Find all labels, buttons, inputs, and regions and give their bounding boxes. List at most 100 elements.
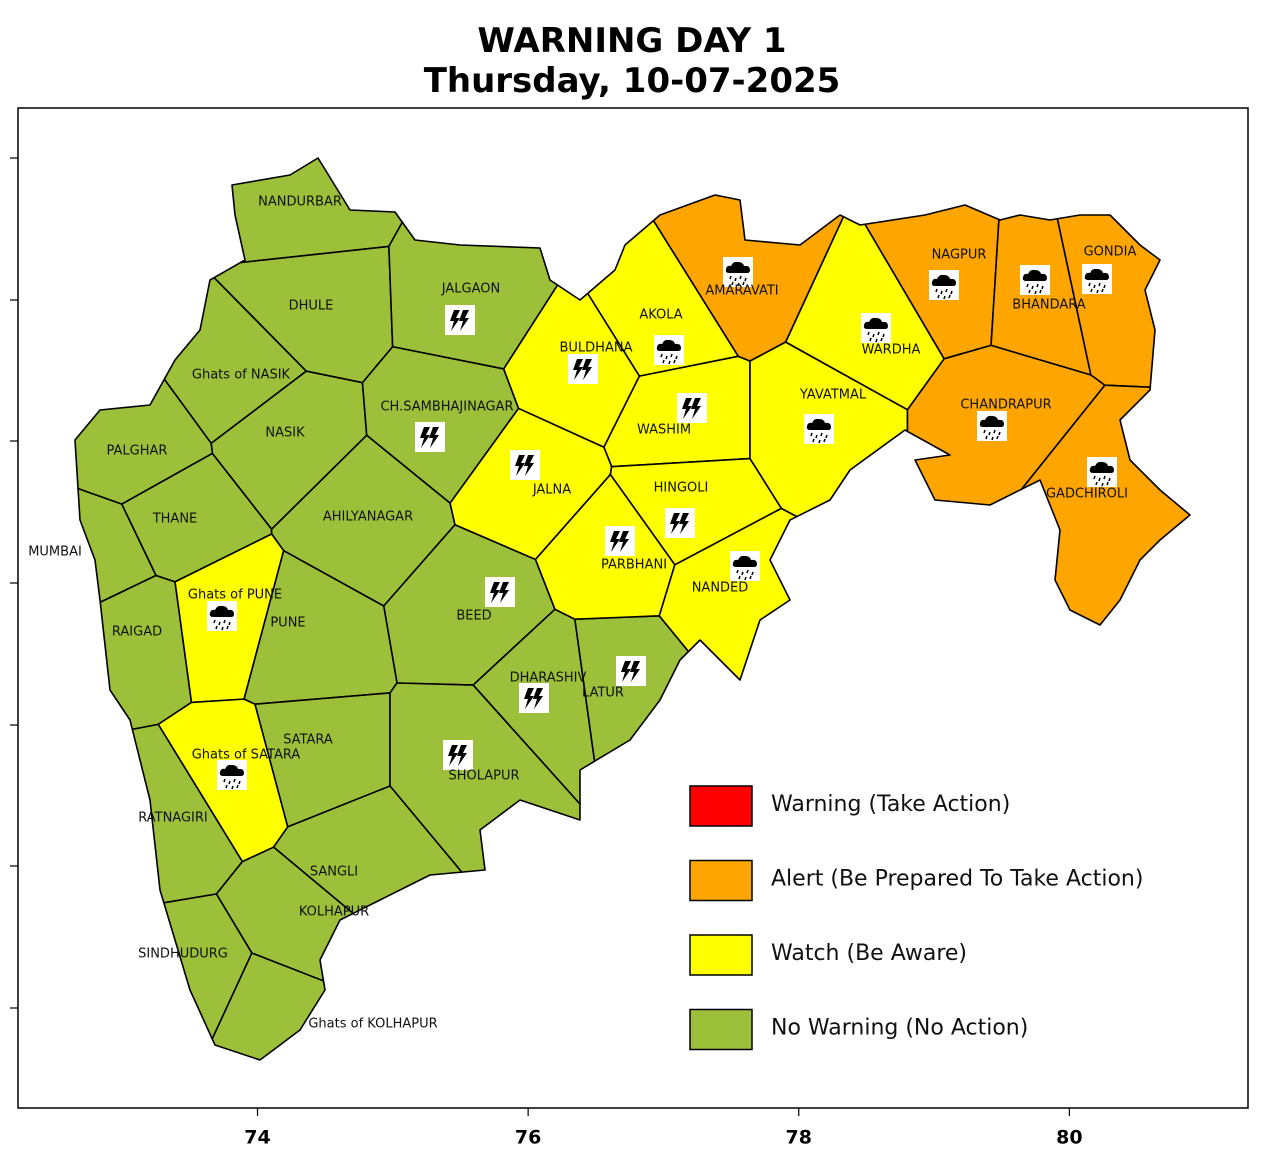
rain-icon bbox=[929, 270, 959, 300]
district-label: SINDHUDURG bbox=[138, 947, 228, 962]
thunderstorm-icon bbox=[605, 526, 635, 556]
rain-drop bbox=[228, 621, 231, 626]
rain-drop bbox=[877, 331, 880, 336]
district-label: BEED bbox=[456, 609, 491, 624]
rain-drop bbox=[736, 569, 739, 574]
rain-cloud bbox=[1089, 461, 1114, 473]
rain-icon bbox=[1087, 457, 1117, 487]
rain-drop bbox=[1106, 481, 1109, 486]
rain-drop bbox=[875, 338, 878, 343]
rain-drop bbox=[231, 785, 234, 790]
rain-drop bbox=[236, 784, 239, 789]
rain-drop bbox=[746, 569, 749, 574]
legend-swatch bbox=[689, 1008, 753, 1051]
thunderstorm-icon bbox=[568, 354, 598, 384]
x-tick-label: 74 bbox=[244, 1127, 270, 1149]
district-label: Ghats of NASIK bbox=[192, 368, 291, 383]
rain-drop bbox=[996, 435, 999, 440]
district-area bbox=[211, 952, 326, 1061]
rain-drop bbox=[1028, 289, 1031, 294]
rain-drop bbox=[945, 288, 948, 293]
thunderstorm-icon bbox=[510, 450, 540, 480]
rain-drop bbox=[1031, 285, 1034, 290]
district-label: AHILYANAGAR bbox=[323, 510, 413, 525]
rain-drop bbox=[1103, 475, 1106, 480]
rain-drop bbox=[937, 294, 940, 299]
lightning-bolt bbox=[450, 310, 460, 331]
rain-drop bbox=[983, 429, 986, 434]
rain-drop bbox=[1108, 477, 1111, 482]
rain-drop bbox=[238, 780, 241, 785]
district-label: Ghats of PUNE bbox=[188, 588, 282, 603]
district-label: SATARA bbox=[283, 733, 333, 748]
rain-drop bbox=[751, 571, 754, 576]
district-label: PUNE bbox=[270, 616, 305, 631]
rain-cloud bbox=[725, 261, 750, 273]
rain-drop bbox=[1098, 282, 1101, 287]
lightning-bolt bbox=[429, 427, 439, 448]
rain-drop bbox=[1036, 283, 1039, 288]
district-label: HINGOLI bbox=[654, 481, 709, 496]
rain-icon bbox=[977, 411, 1007, 441]
rain-drop bbox=[1093, 284, 1096, 289]
rain-icon bbox=[217, 760, 247, 790]
rain-drop bbox=[218, 621, 221, 626]
district-area bbox=[77, 487, 157, 604]
rain-drop bbox=[1026, 283, 1029, 288]
lightning-bolt bbox=[679, 513, 689, 534]
district-label: BULDHANA bbox=[560, 341, 633, 356]
rain-drop bbox=[867, 331, 870, 336]
district-label: THANE bbox=[152, 512, 198, 527]
rain-icon bbox=[1082, 264, 1112, 294]
district-label: DHULE bbox=[289, 299, 334, 314]
district-label: SANGLI bbox=[310, 865, 358, 880]
rain-cloud bbox=[806, 418, 831, 430]
district-label: JALGAON bbox=[441, 282, 500, 297]
rain-drop bbox=[1090, 288, 1093, 293]
lightning-bolt bbox=[459, 310, 469, 331]
legend-swatch bbox=[689, 934, 753, 976]
district-label: SHOLAPUR bbox=[448, 769, 519, 784]
district-label: GADCHIROLI bbox=[1046, 487, 1128, 502]
rain-cloud bbox=[979, 415, 1004, 427]
rain-drop bbox=[948, 294, 951, 299]
lightning-bolt bbox=[457, 745, 467, 766]
rain-drop bbox=[882, 333, 885, 338]
legend-label: No Warning (No Action) bbox=[771, 1016, 1028, 1041]
rain-drop bbox=[668, 360, 671, 365]
rain-drop bbox=[673, 359, 676, 364]
rain-drop bbox=[228, 780, 231, 785]
lightning-bolt bbox=[524, 455, 534, 476]
lightning-bolt bbox=[499, 582, 509, 603]
district-label: WARDHA bbox=[862, 343, 921, 358]
rain-drop bbox=[943, 295, 946, 300]
district-label: KOLHAPUR bbox=[299, 905, 369, 920]
rain-drop bbox=[742, 281, 745, 286]
lightning-bolt bbox=[691, 398, 701, 419]
lightning-bolt bbox=[630, 661, 640, 682]
rain-icon bbox=[804, 414, 834, 444]
district-label: Ghats of SATARA bbox=[192, 748, 301, 763]
rain-drop bbox=[741, 571, 744, 576]
district-label: DHARASHIV bbox=[510, 671, 587, 686]
district-label: RAIGAD bbox=[112, 625, 162, 640]
rain-cloud bbox=[931, 274, 956, 286]
rain-drop bbox=[670, 353, 673, 358]
rain-drop bbox=[940, 290, 943, 295]
thunderstorm-icon bbox=[415, 422, 445, 452]
rain-drop bbox=[749, 575, 752, 580]
district-label: RATNAGIRI bbox=[138, 811, 208, 826]
district-label: Ghats of KOLHAPUR bbox=[308, 1017, 437, 1032]
rain-cloud bbox=[863, 317, 888, 329]
thunderstorm-icon bbox=[677, 393, 707, 423]
legend: Warning (Take Action) Alert (Be Prepared … bbox=[689, 785, 1143, 1051]
district-label: NASIK bbox=[265, 426, 305, 441]
rain-drop bbox=[1103, 284, 1106, 289]
rain-drop bbox=[869, 337, 872, 342]
district-label: NANDED bbox=[692, 581, 749, 596]
rain-drop bbox=[810, 432, 813, 437]
lightning-bolt bbox=[619, 531, 629, 552]
rain-cloud bbox=[219, 764, 244, 776]
rain-drop bbox=[880, 337, 883, 342]
